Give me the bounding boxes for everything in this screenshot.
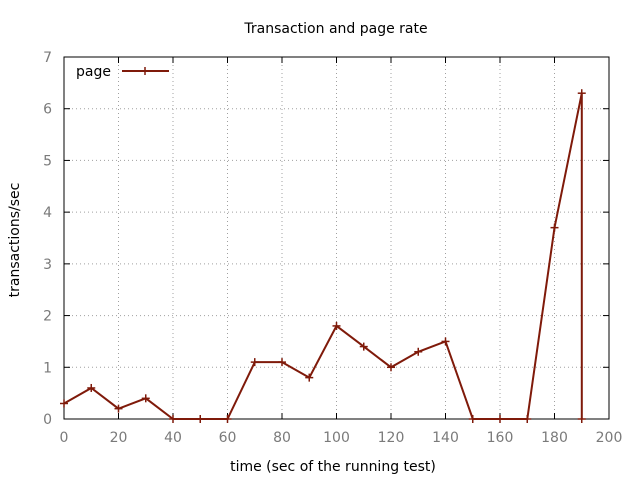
data-point — [577, 415, 586, 423]
x-tick-label: 120 — [378, 430, 405, 446]
data-point — [60, 399, 68, 408]
series-layer — [60, 89, 586, 423]
y-tick-label: 4 — [43, 205, 52, 221]
data-point — [414, 347, 423, 356]
data-point — [468, 415, 477, 423]
data-point — [305, 373, 314, 382]
data-point — [87, 383, 96, 392]
y-tick-label: 3 — [43, 257, 52, 273]
x-tick-label: 160 — [487, 430, 514, 446]
data-point — [169, 415, 177, 423]
y-tick-label: 7 — [43, 50, 52, 66]
data-point — [250, 358, 259, 367]
axis-ticks: 0 20 40 60 80 100 120 140 160 180 200 0 1 2 3 4 5 6 7 — [43, 50, 622, 446]
grid — [64, 57, 609, 419]
chart-title: Transaction and page rate — [243, 21, 427, 37]
data-point — [114, 404, 123, 413]
data-point — [141, 394, 150, 403]
series-line-page — [63, 93, 583, 420]
data-point — [359, 342, 368, 351]
x-tick-label: 100 — [323, 430, 350, 446]
data-point — [387, 363, 395, 372]
data-point — [577, 89, 586, 98]
data-point — [441, 337, 450, 346]
data-point — [223, 415, 232, 423]
legend-marker — [141, 67, 149, 75]
x-tick-label: 60 — [219, 430, 237, 446]
y-tick-label: 6 — [43, 102, 52, 118]
data-point — [196, 415, 205, 423]
y-tick-label: 5 — [43, 153, 52, 169]
y-tick-label: 2 — [43, 309, 52, 325]
y-tick-label: 1 — [43, 360, 52, 376]
legend: page — [76, 64, 169, 80]
x-axis-label: time (sec of the running test) — [230, 459, 436, 475]
legend-label: page — [76, 64, 111, 80]
x-tick-label: 200 — [596, 430, 623, 446]
x-tick-label: 40 — [164, 430, 182, 446]
data-point — [496, 415, 504, 423]
y-axis-label: transactions/sec — [7, 183, 23, 298]
data-point — [278, 358, 286, 367]
data-point — [550, 223, 559, 232]
x-tick-label: 0 — [60, 430, 69, 446]
x-tick-label: 180 — [541, 430, 568, 446]
x-tick-label: 80 — [273, 430, 291, 446]
data-point — [332, 321, 341, 330]
x-tick-label: 20 — [110, 430, 128, 446]
y-tick-label: 0 — [43, 412, 52, 428]
x-tick-label: 140 — [432, 430, 459, 446]
data-point — [523, 415, 532, 423]
